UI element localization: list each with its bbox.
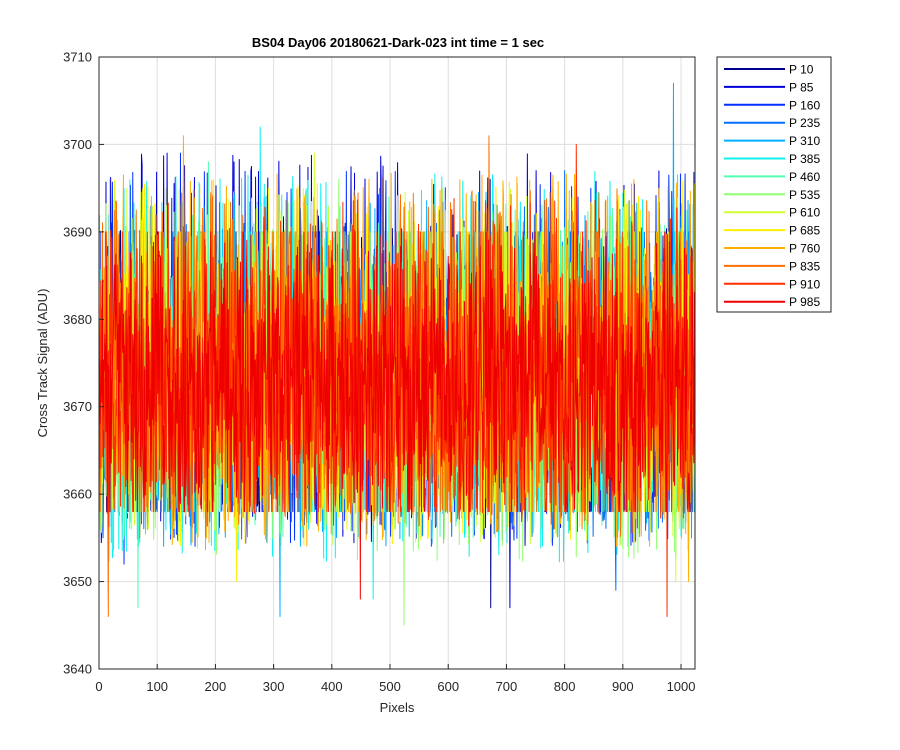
y-tick-label: 3700 [63,137,92,152]
series-layer [98,82,696,626]
legend-label: P 85 [789,80,814,94]
y-tick-label: 3690 [63,224,92,239]
y-tick-label: 3640 [63,662,92,677]
x-tick-label: 0 [95,679,102,694]
x-tick-label: 600 [437,679,459,694]
x-tick-label: 200 [205,679,227,694]
legend-label: P 10 [789,63,814,77]
legend-label: P 460 [789,170,820,184]
x-tick-label: 900 [612,679,634,694]
y-axis-ticks: 3640 3650 3660 3670 3680 3690 3700 3710 [63,50,104,677]
x-tick-label: 500 [379,679,401,694]
legend-label: P 835 [789,259,820,273]
y-axis-label: Cross Track Signal (ADU) [35,289,50,438]
legend-box [716,56,832,313]
legend-label: P 760 [789,242,820,256]
legend-label: P 160 [789,98,820,112]
legend-label: P 685 [789,224,820,238]
x-tick-label: 800 [554,679,576,694]
x-tick-label: 1000 [667,679,696,694]
legend: P 10 P 85 P 160 P 235 P 310 P 385 P 460 P 535 P … [716,56,832,313]
legend-label: P 610 [789,206,820,220]
x-axis-label: Pixels [380,700,415,715]
legend-label: P 385 [789,152,820,166]
y-tick-label: 3680 [63,312,92,327]
x-tick-label: 700 [496,679,518,694]
plot-area: 0 100 200 300 400 500 600 700 800 900 1000 3640 365… [63,50,696,694]
y-tick-label: 3710 [63,50,92,65]
legend-label: P 535 [789,188,820,202]
series-line-p-985 [98,231,696,600]
legend-label: P 235 [789,116,820,130]
y-tick-label: 3670 [63,399,92,414]
legend-label: P 985 [789,295,820,309]
axes-frame [98,56,696,670]
x-tick-label: 400 [321,679,343,694]
chart-title: BS04 Day06 20180621-Dark-023 int time = … [252,35,544,50]
x-tick-label: 300 [263,679,285,694]
x-tick-label: 100 [146,679,168,694]
legend-label: P 910 [789,277,820,291]
y-tick-label: 3650 [63,574,92,589]
legend-label: P 310 [789,134,820,148]
x-axis-ticks: 0 100 200 300 400 500 600 700 800 900 1000 [95,664,695,694]
y-tick-label: 3660 [63,487,92,502]
